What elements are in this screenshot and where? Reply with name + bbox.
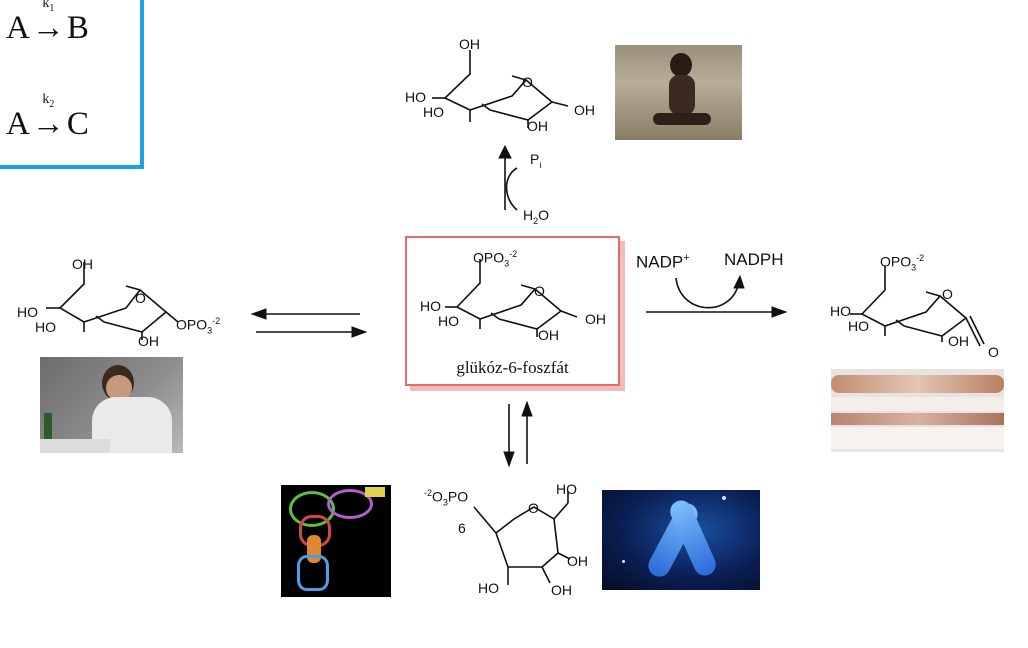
- bacon-photo: [831, 369, 1004, 452]
- atom-label: OH: [574, 102, 595, 118]
- overeating-person-photo: [40, 357, 183, 453]
- glucose-6-phosphate-structure: [445, 259, 578, 337]
- atom-label: HO: [35, 319, 56, 335]
- kinetics-equation-1: A→ k1 B: [6, 0, 89, 47]
- equilibrium-arrows-left: [250, 308, 368, 338]
- reactant-label: A: [6, 10, 30, 46]
- atom-label: OH: [72, 256, 93, 272]
- atom-label: OH: [948, 333, 969, 349]
- equilibrium-arrows-bottom: [503, 400, 533, 468]
- atom-label: HO: [478, 580, 499, 596]
- rate-constant-index: 1: [49, 2, 55, 14]
- atom-label: HO: [438, 313, 459, 329]
- product-label: B: [66, 10, 89, 46]
- atom-label: OH: [538, 327, 559, 343]
- atom-label: OH: [585, 311, 606, 327]
- reaction-arrow: → k1: [32, 0, 65, 47]
- ring-oxygen-label: O: [135, 290, 146, 306]
- rate-constant-symbol: k: [42, 0, 50, 11]
- reactant-label: A: [6, 106, 30, 142]
- fructose-6-phosphate-structure: [473, 491, 571, 585]
- rate-constant-symbol: k: [42, 92, 50, 107]
- ring-oxygen-label: O: [534, 283, 545, 299]
- atom-label: HO: [556, 481, 577, 497]
- atom-label: HO: [17, 304, 38, 320]
- hydrolysis-arrow: [498, 144, 518, 211]
- atom-label: OH: [551, 582, 572, 598]
- rate-constant: k1: [42, 0, 54, 14]
- atom-label: OH: [567, 553, 588, 569]
- atom-label: HO: [420, 298, 441, 314]
- glucose-structure: [432, 50, 569, 128]
- phosphate-label: OPO3-2: [473, 249, 518, 269]
- compound-name-label: glükóz-6-foszfát: [456, 358, 569, 377]
- kinetics-equation-2: A→ k2 C: [6, 92, 89, 143]
- glucose-6-phosphate-box: glükóz-6-foszfát: [405, 236, 620, 386]
- nadp-label: NADP+: [636, 252, 690, 272]
- kinetics-box: A→ k1 B A→ k2 C: [0, 0, 144, 169]
- atom-label: HO: [423, 104, 444, 120]
- gluconolactone-structure: [850, 266, 985, 347]
- phosphate-label: OPO3-2: [880, 253, 925, 273]
- oxidation-arrow: [646, 274, 788, 318]
- atom-label: OH: [138, 333, 159, 349]
- atom-label: HO: [405, 89, 426, 105]
- nadph-label: NADPH: [724, 250, 784, 269]
- chromosome-photo: [602, 490, 760, 590]
- ring-oxygen-label: O: [528, 500, 539, 516]
- reaction-arrow: → k2: [31, 92, 65, 142]
- ring-oxygen-label: O: [522, 74, 533, 90]
- carbonyl-oxygen-label: O: [988, 344, 999, 360]
- atom-label: HO: [830, 303, 851, 319]
- water-label: H2O: [523, 207, 550, 226]
- phosphate-label: OPO3-2: [176, 316, 221, 336]
- atom-label: HO: [848, 318, 869, 334]
- atom-label: OH: [527, 118, 548, 134]
- rna-structure-photo: [281, 485, 391, 597]
- starving-child-photo: [615, 45, 742, 140]
- phosphate-label: -2O3PO: [424, 488, 469, 508]
- rate-constant-index: 2: [49, 98, 55, 110]
- product-label: C: [66, 106, 89, 142]
- carbon-number-label: 6: [458, 520, 466, 536]
- atom-label: OH: [459, 36, 480, 52]
- rate-constant: k2: [42, 92, 54, 110]
- phosphate-product-label: Pi: [530, 151, 542, 170]
- glucose-1-phosphate-structure: [46, 262, 179, 340]
- ring-oxygen-label: O: [942, 286, 953, 302]
